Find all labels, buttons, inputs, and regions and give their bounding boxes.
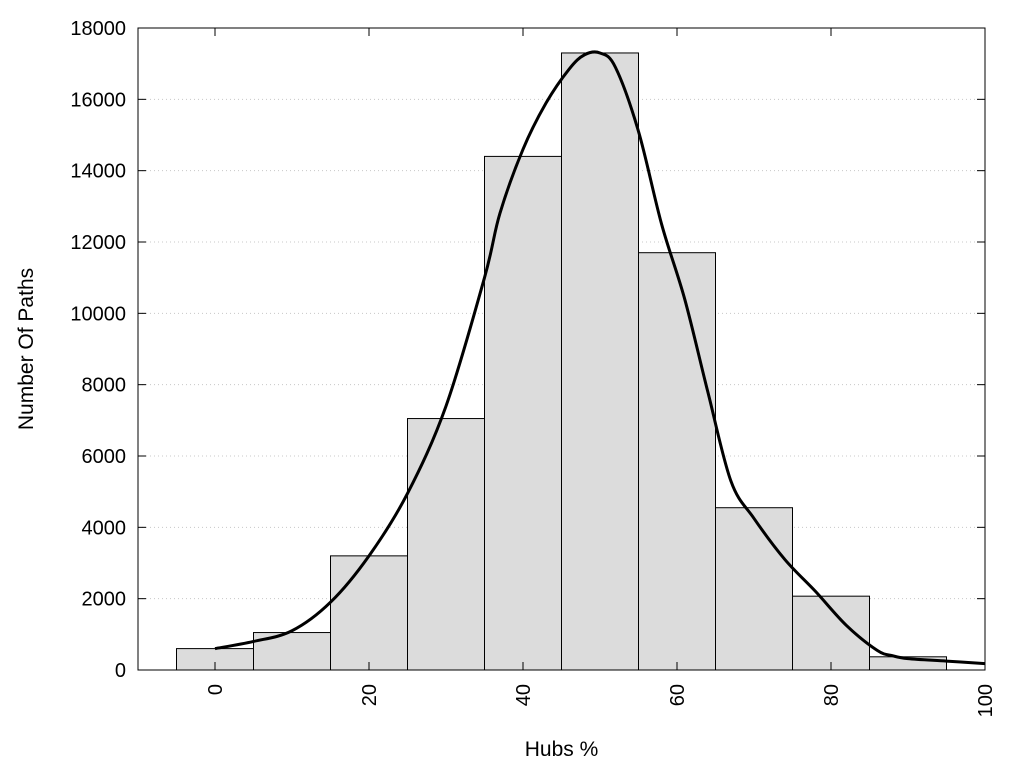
x-tick-label: 80 — [821, 684, 843, 706]
histogram-bar — [484, 155, 562, 671]
histogram-bars — [176, 52, 947, 671]
y-tick-label: 16000 — [70, 89, 126, 111]
y-axis-ticks: 0 2000 4000 6000 8000 10000 12000 14000 16000 180… — [70, 18, 985, 682]
y-axis-title: Number Of Paths — [15, 268, 38, 430]
x-tick-label: 40 — [513, 684, 535, 706]
x-tick-label: 20 — [359, 684, 381, 706]
x-axis-ticks: 0 20 40 60 80 100 — [205, 28, 997, 717]
y-tick-label: 4000 — [82, 517, 127, 539]
y-tick-label: 14000 — [70, 161, 126, 183]
histogram-bar — [561, 52, 639, 671]
density-curve-group — [214, 50, 986, 666]
y-tick-label: 0 — [115, 660, 126, 682]
plot-frame — [137, 27, 986, 671]
x-tick-label: 0 — [205, 684, 227, 695]
y-tick-label: 10000 — [70, 303, 126, 325]
x-tick-label: 60 — [667, 684, 689, 706]
y-tick-label: 18000 — [70, 18, 126, 40]
y-tick-label: 2000 — [82, 589, 127, 611]
x-tick-label: 100 — [975, 684, 997, 717]
y-tick-label: 8000 — [82, 375, 127, 397]
x-axis-title: Hubs % — [525, 738, 599, 761]
histogram-bar — [638, 252, 716, 671]
histogram-bar — [330, 555, 408, 671]
density-curve — [214, 50, 986, 666]
y-tick-label: 6000 — [82, 446, 127, 468]
histogram-bar — [715, 507, 793, 671]
y-tick-label: 12000 — [70, 232, 126, 254]
histogram-bar — [407, 418, 485, 671]
